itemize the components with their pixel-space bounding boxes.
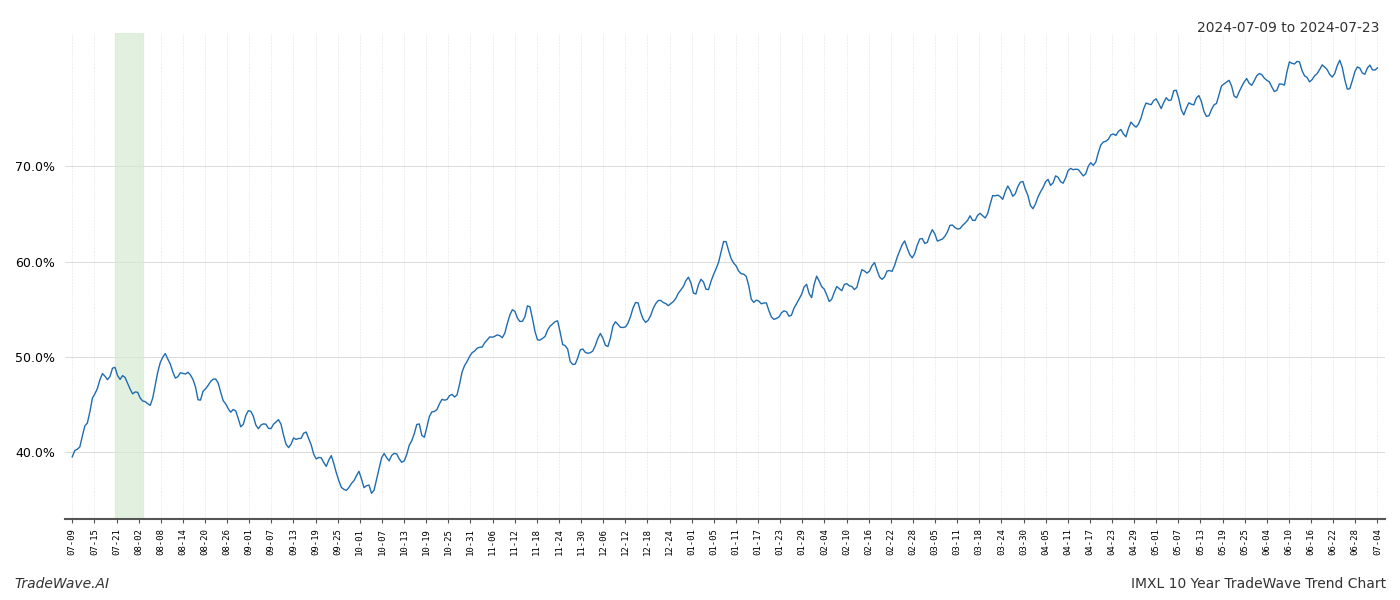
- Bar: [115, 33, 143, 519]
- Text: 2024-07-09 to 2024-07-23: 2024-07-09 to 2024-07-23: [1197, 21, 1379, 35]
- Text: IMXL 10 Year TradeWave Trend Chart: IMXL 10 Year TradeWave Trend Chart: [1131, 577, 1386, 591]
- Text: TradeWave.AI: TradeWave.AI: [14, 577, 109, 591]
